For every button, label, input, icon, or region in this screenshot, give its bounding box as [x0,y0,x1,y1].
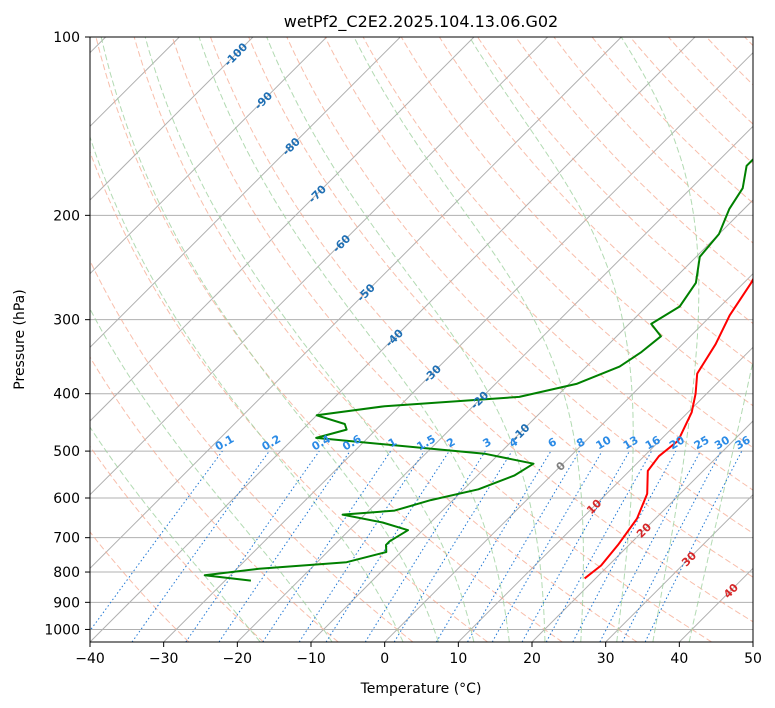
mixing-ratio-line [131,450,270,642]
dry-adiabat [286,37,753,534]
moist-adiabat [198,37,510,642]
mixing-ratio-line [521,450,630,642]
moist-adiabat [620,37,700,642]
isotherm-line [531,420,753,642]
y-axis-title: Pressure (hPa) [12,289,28,389]
dry-adiabat [553,37,753,244]
isotherm-line [384,272,753,642]
isotherm-line [457,346,753,642]
x-axis-title: Temperature (°C) [360,681,482,697]
moist-adiabat [100,37,439,642]
x-axis: −40 −30 −20 −10 0 10 20 30 40 50 [75,642,762,667]
isotherm-line [236,125,753,642]
y-tick-label: 600 [53,491,80,507]
mixing-ratio-line [90,450,223,632]
x-tick-label: 10 [449,651,467,667]
chart-title: wetPf2_C2E2.2025.104.13.06.G02 [284,12,558,32]
y-tick-label: 1000 [44,622,80,638]
moist-adiabat [688,358,753,642]
dry-adiabat [210,37,753,623]
mixing-ratio-line [218,450,351,642]
dry-adiabat [133,37,638,642]
y-axis: 100 200 300 400 500 600 700 800 900 1000 [44,30,90,638]
y-tick-label: 400 [53,387,80,403]
y-tick-label: 200 [53,208,80,224]
mixing-ratio-line [644,450,743,642]
dry-adiabat [629,37,753,165]
isotherm-line [90,37,696,642]
y-tick-label: 900 [53,595,80,611]
x-tick-label: 40 [670,651,688,667]
x-tick-label: −30 [149,651,179,667]
dry-adiabat [515,37,753,284]
x-tick-label: 50 [744,651,762,667]
dry-adiabat [477,37,753,325]
moist-adiabat [266,37,546,642]
isotherm-line [90,37,549,496]
moist-adiabat [90,135,404,642]
mixing-ratio-line [393,450,513,642]
x-tick-label: 0 [380,651,389,667]
y-tick-label: 500 [53,444,80,460]
mixing-ratio-line [545,450,653,642]
y-tick-label: 800 [53,565,80,581]
x-tick-label: −10 [296,651,326,667]
mixing-ratio-line [185,450,320,642]
moist-adiabat [144,37,475,642]
x-tick-label: 20 [523,651,541,667]
isotherm-line [90,37,254,201]
mixing-ratio-line [572,450,677,642]
dry-adiabat [95,37,563,642]
dry-adiabat [591,37,753,204]
moist-adiabats [90,37,753,642]
plot-frame [89,36,754,643]
dry-adiabat [248,37,753,578]
mixing-ratio-line [325,450,450,642]
dry-adiabats [90,37,753,642]
grid-layer [90,37,753,642]
sounding-series [203,158,753,582]
dry-adiabat [90,356,339,642]
dry-adiabat [90,259,414,642]
y-tick-label: 100 [53,30,80,46]
dry-adiabat [362,37,753,449]
moist-adiabat [353,37,584,642]
isotherm-line [163,51,753,642]
y-tick-label: 700 [53,531,80,547]
dewpoint-line [203,158,753,582]
mixing-ratio-lines [90,450,743,642]
dry-adiabat [400,37,753,407]
isotherm-line [90,37,401,349]
dry-adiabat [90,531,190,642]
temperature-line [583,277,753,580]
y-tick-label: 300 [53,313,80,329]
x-tick-label: −40 [75,651,105,667]
x-tick-label: 30 [597,651,615,667]
moist-adiabat [90,426,261,642]
dry-adiabat [324,37,753,491]
isotherm-line [90,37,622,570]
isotherm-line [90,37,328,275]
mixing-ratio-line [298,450,425,642]
mixing-ratio-line [262,450,392,642]
dry-adiabat [438,37,753,366]
dry-adiabat [90,150,488,642]
x-tick-label: −20 [223,651,253,667]
isotherm-line [90,37,475,422]
isotherm-line [605,493,753,642]
